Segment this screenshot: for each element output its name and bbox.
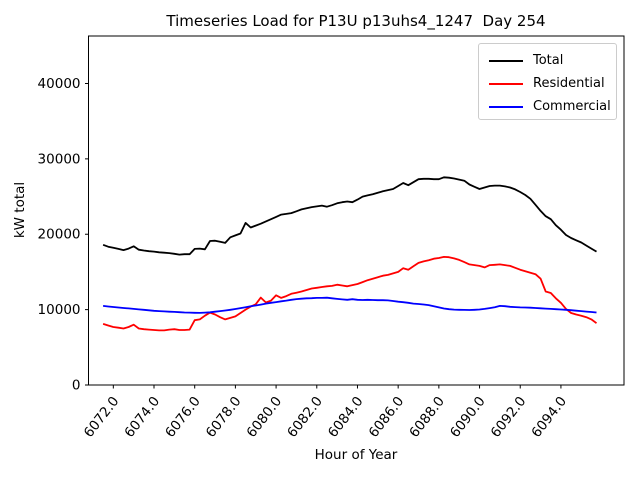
- y-tick-label: 0: [72, 378, 81, 394]
- x-tick-label: 6086.0: [366, 394, 408, 441]
- legend-entry-residential: Residential: [489, 72, 616, 95]
- legend-label: Commercial: [533, 99, 611, 114]
- x-tick-label: 6078.0: [203, 394, 245, 441]
- y-tick-label: 10000: [38, 302, 81, 318]
- legend-entry-commercial: Commercial: [489, 95, 616, 118]
- x-tick-label: 6082.0: [284, 394, 326, 441]
- x-tick-label: 6092.0: [488, 394, 530, 441]
- legend-label: Total: [533, 53, 564, 68]
- legend-line-sample: [489, 59, 523, 62]
- x-tick-label: 6084.0: [325, 394, 367, 441]
- x-axis-label: Hour of Year: [314, 447, 398, 463]
- x-tick-label: 6080.0: [244, 394, 286, 441]
- y-tick-label: 30000: [38, 151, 81, 167]
- x-tick-label: 6090.0: [447, 394, 489, 441]
- legend-label: Residential: [533, 76, 605, 91]
- x-tick-label: 6094.0: [528, 394, 570, 441]
- y-axis-label: kW total: [12, 181, 28, 239]
- legend-line-sample: [489, 105, 523, 108]
- y-tick-label: 40000: [38, 76, 81, 92]
- series-line-commercial: [102, 296, 597, 314]
- x-tick-label: 6074.0: [121, 394, 163, 441]
- series-line-total: [102, 176, 597, 256]
- legend: Total Residential Commercial: [478, 43, 617, 120]
- chart-title: Timeseries Load for P13U p13uhs4_1247 Da…: [166, 12, 546, 30]
- x-tick-label: 6088.0: [406, 394, 448, 441]
- x-tick-label: 6072.0: [81, 394, 123, 441]
- legend-entry-total: Total: [489, 49, 616, 72]
- legend-line-sample: [489, 82, 523, 85]
- series-line-residential: [102, 255, 598, 332]
- x-tick-label: 6076.0: [162, 394, 204, 441]
- y-tick-label: 20000: [38, 227, 81, 243]
- axes-frame: [88, 35, 625, 386]
